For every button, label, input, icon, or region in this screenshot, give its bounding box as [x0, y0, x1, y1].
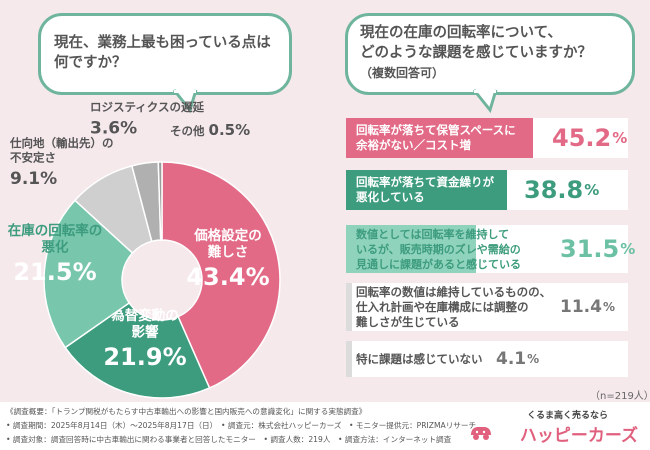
- pie-slice: [64, 301, 211, 399]
- pie-label-name: 在庫の回転率の: [8, 222, 103, 239]
- bar-value: 45.2%: [552, 124, 628, 152]
- pie-label-name: 難しさ: [208, 244, 249, 261]
- pie-label-name: 価格設定の: [193, 227, 262, 244]
- bar-label: 回転率の数値は維持しているものの、 仕入れ計画や在庫構成には調整の 難しさが生じ…: [356, 284, 552, 329]
- pie-label-name: 影響: [132, 324, 159, 341]
- brand-logo: くるま高く売るなら ハッピーカーズ: [468, 408, 638, 448]
- bar-label: 特に課題は感じていない: [356, 351, 483, 366]
- pie-label: その他 0.5%: [170, 121, 250, 139]
- bar-row: 特に課題は感じていない 4.1%: [346, 341, 628, 377]
- pie-value: 43.4%: [186, 263, 269, 291]
- bar-track: [346, 283, 628, 331]
- bar: [346, 283, 352, 331]
- pie-slice: [43, 199, 134, 349]
- bar: [346, 170, 507, 210]
- logo-tagline: くるま高く売るなら: [527, 411, 608, 421]
- survey-title-note: 《調査概要：「トランプ関税がもたらす中古車輸出への影響と国内販売への意識変化」に…: [6, 407, 367, 416]
- left-bubble-tail: [172, 89, 198, 114]
- bar-value: 38.8%: [524, 176, 600, 204]
- pie-value: 9.1%: [10, 169, 57, 189]
- bar-label: 数値としては回転率を維持して いるが、販売時期のズレや需給の 見通しに課題がある…: [356, 227, 521, 271]
- multiple-answer-note: （複数回答可）: [360, 66, 445, 80]
- bar: [346, 225, 477, 273]
- pie-slice: [161, 161, 281, 389]
- bar-row: 回転率が落ちて資金繰りが 悪化している 38.8%: [346, 170, 628, 210]
- bar-value: 31.5%: [560, 235, 636, 263]
- pie-label-name: 不安定さ: [10, 151, 56, 165]
- pie-label-name: ロジスティクスの遅延: [90, 100, 204, 114]
- sample-size: （n=219人）: [590, 391, 650, 402]
- pie-slice: [157, 161, 163, 241]
- pie-value: 0.5%: [209, 121, 251, 139]
- pie-label-name: 仕向地（輸出先）の: [9, 136, 114, 150]
- bar-value: 4.1%: [496, 349, 540, 369]
- footer: 《調査概要：「トランプ関税がもたらす中古車輸出への影響と国内販売への意識変化」に…: [0, 402, 650, 450]
- bar-label: 回転率が落ちて資金繰りが 悪化している: [356, 175, 494, 204]
- pie-value: 21.5%: [13, 258, 96, 286]
- bar-row: 回転率が落ちて保管スペースに 余裕がない／コスト増 45.2%: [346, 118, 628, 158]
- left-question-bubble: [38, 13, 292, 95]
- survey-period-note: • 調査期間：2025年8月14日（木）〜2025年8月17日（日） • 調査元…: [6, 421, 477, 430]
- logo-name: ハッピーカーズ: [519, 426, 638, 446]
- pie-value: 3.6%: [90, 119, 137, 139]
- bar-row: 数値としては回転率を維持して いるが、販売時期のズレや需給の 見通しに課題がある…: [346, 225, 635, 273]
- pie-label-name: 悪化: [42, 239, 69, 256]
- pie-label: ロジスティクスの遅延 3.6%: [90, 100, 204, 139]
- right-bubble-tail: [472, 89, 498, 114]
- pie-value: 21.9%: [103, 343, 186, 371]
- left-question-text: 現在、業務上最も困っている点は 何ですか？: [54, 35, 271, 71]
- right-question-bubble: [345, 13, 635, 95]
- bar-row: 回転率の数値は維持しているものの、 仕入れ計画や在庫構成には調整の 難しさが生じ…: [346, 283, 628, 331]
- car-icon: [471, 427, 491, 440]
- pie-label-name: その他 0.5%: [170, 121, 250, 139]
- bar-label: 回転率が落ちて保管スペースに 余裕がない／コスト増: [356, 123, 516, 152]
- bar: [346, 118, 534, 158]
- pie-label-name: 為替変動の: [110, 307, 179, 324]
- right-question-text: 現在の在庫の回転率について、 どのような課題を感じていますか？: [360, 25, 592, 61]
- bar-value: 11.4%: [560, 297, 615, 317]
- bar: [346, 341, 352, 377]
- bar-track: [346, 341, 628, 377]
- survey-target-note: • 調査対象：調査回答時に中古車輸出に関わる事業者と回答したモニター • 調査人…: [6, 435, 452, 444]
